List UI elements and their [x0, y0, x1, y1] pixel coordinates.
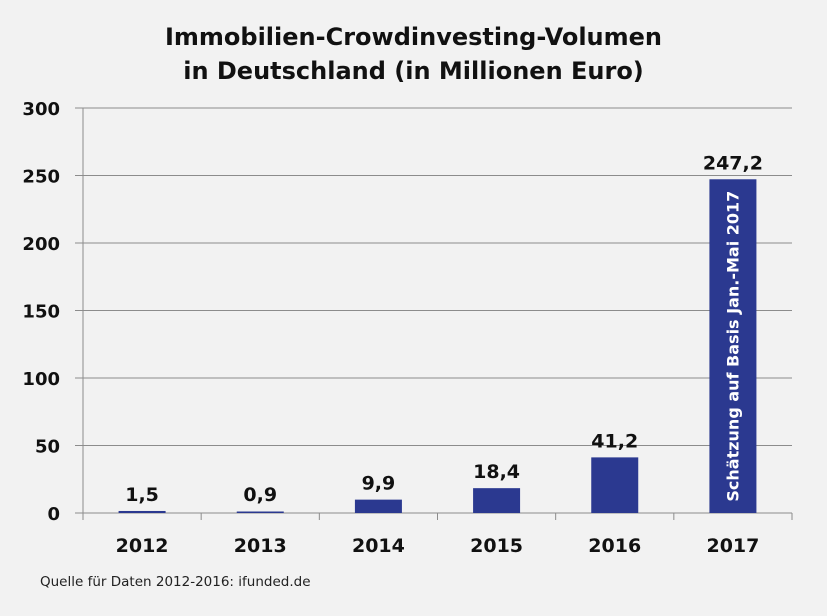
- bar-annotation: Schätzung auf Basis Jan.-Mai 2017: [723, 191, 742, 502]
- chart-title-line-2: in Deutschland (in Millionen Euro): [183, 57, 644, 85]
- y-tick-label: 250: [22, 167, 60, 188]
- bar: [354, 499, 402, 513]
- chart-title-line-1: Immobilien-Crowdinvesting-Volumen: [164, 23, 663, 51]
- data-label: 41,2: [591, 430, 638, 452]
- data-label: 247,2: [703, 152, 763, 174]
- source-note: Quelle für Daten 2012-2016: ifunded.de: [40, 574, 311, 590]
- bar: [473, 488, 521, 513]
- data-label: 1,5: [125, 484, 159, 506]
- data-label: 9,9: [362, 473, 396, 495]
- data-label: 0,9: [243, 484, 277, 506]
- y-tick-label: 200: [22, 234, 60, 255]
- bar: [236, 511, 284, 513]
- y-tick-label: 100: [22, 369, 60, 390]
- data-label: 18,4: [473, 461, 520, 483]
- chart-title: Immobilien-Crowdinvesting-Volumen in Deu…: [0, 20, 827, 88]
- x-tick-label: 2017: [706, 535, 759, 557]
- y-tick-label: 50: [35, 437, 60, 458]
- y-tick-label: 150: [22, 302, 60, 323]
- x-tick-label: 2012: [116, 535, 169, 557]
- bar: [118, 510, 166, 513]
- bar: [709, 179, 757, 513]
- x-tick-label: 2014: [352, 535, 405, 557]
- y-tick-label: 0: [47, 504, 60, 525]
- bar: [591, 457, 639, 513]
- x-tick-label: 2013: [234, 535, 287, 557]
- y-tick-label: 300: [22, 99, 60, 120]
- x-tick-label: 2016: [588, 535, 641, 557]
- x-tick-label: 2015: [470, 535, 523, 557]
